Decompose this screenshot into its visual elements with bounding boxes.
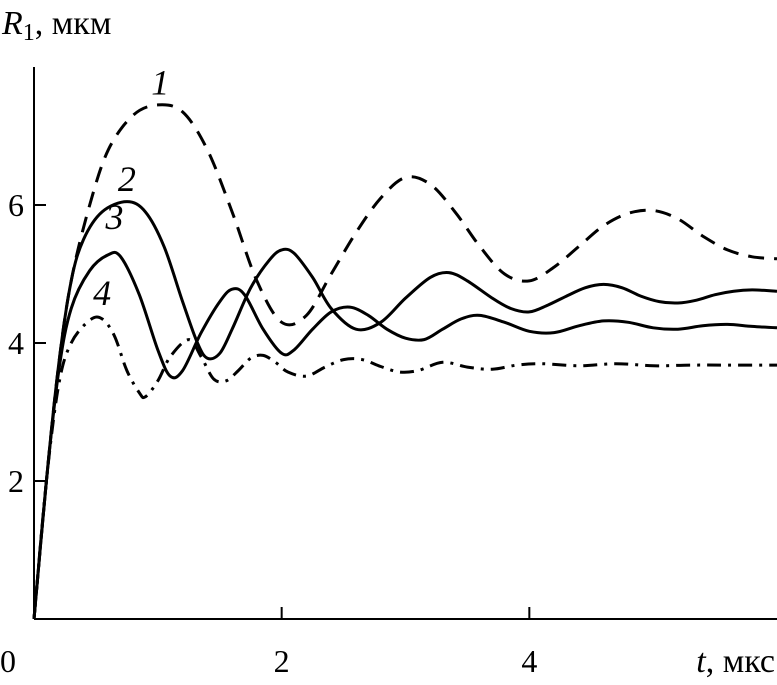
series-label-2: 2 bbox=[118, 159, 136, 199]
series-label-1: 1 bbox=[151, 63, 169, 103]
series-label-3: 3 bbox=[104, 197, 123, 237]
y-axis-symbol: R bbox=[1, 5, 23, 42]
x-tick-label: 4 bbox=[521, 643, 537, 679]
series-line-4 bbox=[32, 315, 777, 620]
series-layer bbox=[32, 103, 777, 620]
x-axis-symbol: t bbox=[696, 643, 707, 680]
y-axis-subscript: 1 bbox=[23, 20, 35, 46]
series-line-3 bbox=[32, 250, 777, 620]
y-axis-unit: , мкм bbox=[35, 5, 112, 42]
y-axis-label: R1, мкм bbox=[1, 5, 111, 46]
y-tick-label: 4 bbox=[8, 325, 24, 361]
y-tick-label: 6 bbox=[8, 187, 24, 223]
x-axis-unit: , мкс bbox=[706, 643, 775, 680]
x-tick-label: 2 bbox=[274, 643, 290, 679]
x-tick-label: 0 bbox=[0, 643, 16, 679]
labels-layer: 1 23 4 bbox=[93, 63, 169, 313]
series-label-4: 4 bbox=[93, 273, 111, 313]
series-line-2 bbox=[32, 200, 777, 620]
y-tick-label: 2 bbox=[8, 463, 24, 499]
x-axis-label: t, мкс bbox=[696, 643, 775, 680]
series-line-1 bbox=[32, 103, 777, 620]
